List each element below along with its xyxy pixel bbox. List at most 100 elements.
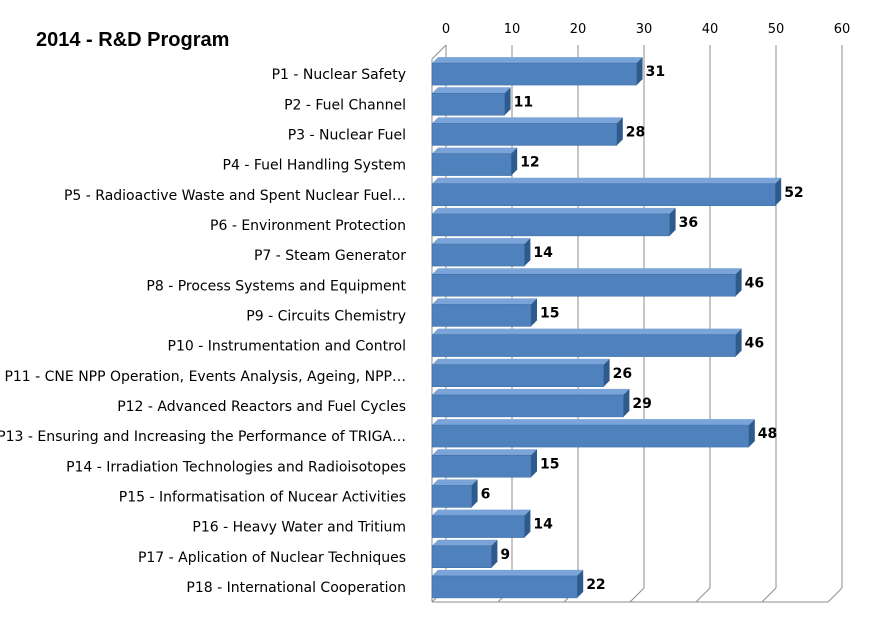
category-label: P13 - Ensuring and Increasing the Perfor… [0, 429, 406, 445]
data-label: 15 [540, 305, 559, 321]
data-label: 11 [514, 94, 533, 110]
bar-top [432, 509, 531, 516]
chart-title: 2014 - R&D Program [36, 29, 229, 51]
bar-top [432, 268, 742, 275]
data-label: 26 [613, 366, 632, 382]
category-label: P11 - CNE NPP Operation, Events Analysis… [4, 369, 406, 385]
bar [431, 243, 525, 267]
category-label: P5 - Radioactive Waste and Spent Nuclear… [64, 188, 406, 204]
bar-side [616, 117, 623, 146]
bar-top [432, 328, 742, 335]
bar-side [511, 147, 518, 176]
bar-top [432, 388, 630, 395]
bar [431, 545, 492, 568]
bar [431, 455, 532, 478]
bar-side [669, 207, 676, 236]
bar-top [432, 539, 498, 546]
category-label: P17 - Aplication of Nuclear Techniques [138, 550, 406, 566]
category-label: P14 - Irradiation Technologies and Radio… [66, 459, 406, 475]
bar-side [471, 479, 478, 508]
category-labels: P1 - Nuclear Safety P2 - Fuel Channel P3 -… [0, 67, 406, 596]
x-tick-label: 40 [702, 22, 719, 37]
bar-side [504, 87, 511, 116]
x-tick-label: 60 [834, 22, 851, 37]
bar [431, 183, 776, 206]
data-label: 36 [679, 215, 698, 231]
x-tick-label: 30 [636, 22, 653, 37]
floor-edge [695, 587, 711, 603]
bar [431, 575, 578, 599]
data-label: 52 [784, 185, 803, 201]
bar-side [775, 177, 782, 206]
bar-side [623, 388, 630, 417]
bar-side [531, 449, 537, 478]
category-label: P12 - Advanced Reactors and Fuel Cycles [117, 399, 406, 415]
x-tick-label: 50 [768, 22, 785, 37]
category-label: P6 - Environment Protection [210, 218, 406, 234]
bar-side [636, 57, 643, 86]
bar-top [432, 57, 643, 64]
bar-side [603, 358, 610, 387]
bar-top [432, 449, 537, 456]
bar-side [531, 298, 537, 327]
bar-side [491, 539, 498, 568]
floor-edge [827, 587, 843, 603]
bar [431, 515, 525, 538]
category-label: P10 - Instrumentation and Control [168, 339, 406, 355]
data-label: 46 [745, 336, 764, 352]
data-label: 22 [586, 577, 605, 593]
category-label: P18 - International Cooperation [186, 580, 406, 596]
x-axis-ticks: 0 10 20 30 40 50 60 [442, 22, 850, 37]
floor-edge [761, 587, 777, 603]
x-tick-label: 20 [570, 22, 587, 37]
x-tick-label: 10 [504, 22, 521, 37]
data-label: 46 [745, 275, 764, 291]
bar-side [524, 238, 531, 267]
data-label: 28 [626, 124, 645, 140]
category-label: P7 - Steam Generator [254, 248, 406, 264]
data-label: 15 [540, 456, 559, 472]
bar [431, 213, 670, 237]
wall-edge [431, 44, 447, 60]
category-label: P15 - Informatisation of Nucear Activiti… [119, 489, 406, 505]
bar [431, 153, 512, 176]
bar-top [432, 87, 511, 94]
category-label: P3 - Nuclear Fuel [288, 127, 406, 143]
bar [431, 123, 618, 146]
category-label: P16 - Heavy Water and Tritium [192, 520, 406, 536]
bar-top [432, 117, 623, 124]
category-label: P1 - Nuclear Safety [272, 67, 406, 83]
bar [431, 93, 505, 116]
data-label: 12 [520, 155, 539, 171]
data-label: 6 [481, 486, 491, 502]
bar-top [432, 569, 584, 576]
bar [431, 274, 736, 297]
category-label: P2 - Fuel Channel [284, 97, 406, 113]
data-label: 31 [646, 64, 665, 80]
bar-top [432, 298, 537, 305]
bar-top [432, 147, 518, 154]
category-label: P9 - Circuits Chemistry [246, 308, 406, 324]
category-label: P8 - Process Systems and Equipment [146, 278, 406, 294]
category-label: P4 - Fuel Handling System [223, 158, 406, 174]
bar-side [735, 328, 742, 357]
bar [431, 424, 750, 448]
data-label: 14 [533, 245, 553, 261]
bar [431, 62, 637, 86]
bar [431, 394, 624, 418]
bar-top [432, 358, 610, 365]
bar-top [432, 177, 782, 184]
bar [431, 304, 532, 327]
bar-top [432, 238, 531, 245]
bar-side [577, 569, 584, 598]
bar [431, 364, 604, 387]
bar-side [748, 419, 755, 448]
data-label: 9 [500, 547, 510, 563]
data-label: 48 [758, 426, 777, 442]
bar-top [432, 479, 478, 486]
x-tick-label: 0 [442, 22, 450, 37]
data-label: 14 [533, 517, 553, 533]
bars [431, 57, 782, 599]
